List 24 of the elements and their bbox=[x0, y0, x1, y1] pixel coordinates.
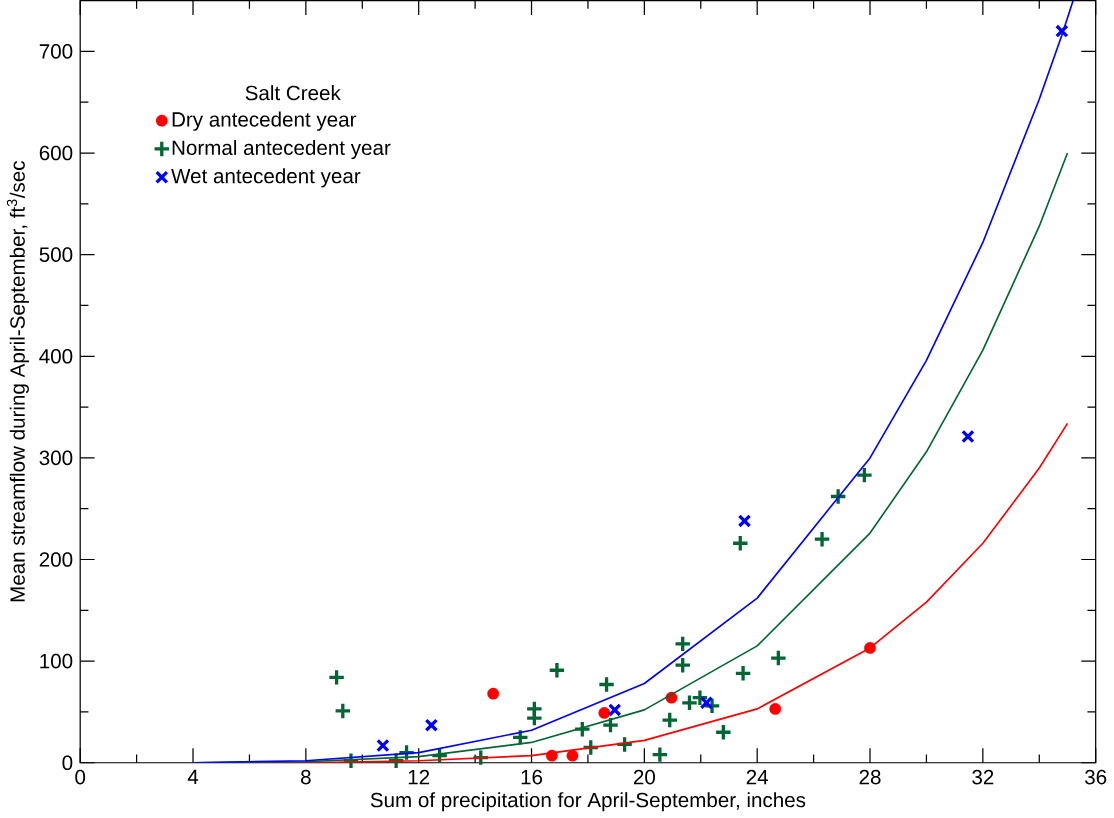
x-tick-label: 0 bbox=[75, 769, 86, 785]
legend-title: Salt Creek bbox=[245, 84, 341, 101]
x-tick-label: 32 bbox=[972, 769, 994, 785]
x-tick-label: 4 bbox=[187, 769, 199, 784]
y-tick-label: 0 bbox=[62, 755, 73, 770]
y-tick-label: 600 bbox=[39, 145, 73, 161]
x-axis-title: Sum of precipitation for April-September, inches bbox=[370, 792, 806, 812]
x-tick-label: 36 bbox=[1085, 769, 1107, 785]
x-tick-label: 8 bbox=[301, 769, 311, 785]
y-tick-label: 700 bbox=[39, 44, 73, 59]
y-tick-label: 500 bbox=[39, 247, 73, 262]
y-tick-label: 100 bbox=[40, 653, 73, 669]
y-tick-label: 400 bbox=[39, 348, 73, 364]
y-tick-label: 200 bbox=[39, 552, 73, 567]
y-tick-label: 300 bbox=[39, 450, 73, 466]
y-axis-title: Mean streamflow during April-September, ft$^{3}$/sec bbox=[6, 160, 29, 602]
x-tick-label: 24 bbox=[746, 769, 769, 785]
x-tick-label: 28 bbox=[859, 769, 881, 785]
legend-label: Normal antecedent year bbox=[172, 139, 391, 160]
x-tick-label: 12 bbox=[408, 769, 430, 785]
x-tick-label: 16 bbox=[521, 769, 543, 785]
legend-label: Wet antecedent year bbox=[171, 168, 361, 188]
x-tick-label: 20 bbox=[633, 769, 655, 785]
legend-label: Dry antecedent year bbox=[172, 111, 357, 131]
